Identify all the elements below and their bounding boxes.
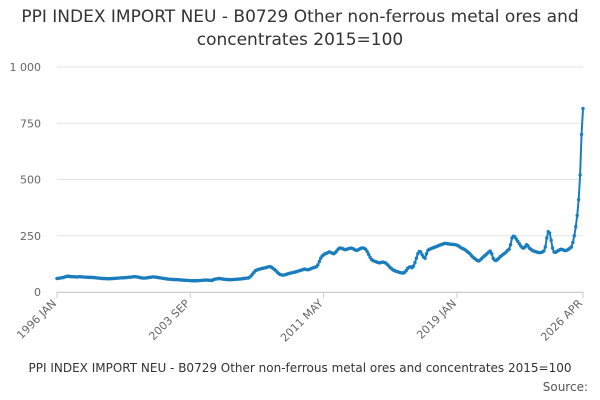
point [488,249,492,253]
point [507,247,511,251]
y-tick-label: 250 [20,230,41,243]
point [365,249,369,254]
point [413,261,417,265]
point [424,252,429,256]
point [547,231,552,235]
point [414,256,419,260]
y-tick-label: 1 000 [10,61,42,74]
point [545,236,549,240]
point [411,264,416,268]
point [549,238,553,242]
y-tick-label: 750 [20,117,41,130]
chart-title: PPI INDEX IMPORT NEU - B0729 Other non-f… [21,7,579,50]
point [579,132,584,137]
point [581,106,585,111]
x-tick-label: 2011 MAY [278,297,326,345]
x-tick-label: 2026 APR [538,297,585,344]
point [423,256,427,260]
point [490,252,494,256]
point [543,245,548,249]
point [366,252,371,256]
point [317,259,321,264]
source: Source: [543,380,588,394]
point [316,263,320,267]
y-tick-label: 500 [20,174,41,187]
point [508,243,513,247]
x-tick-label: 2003 SEP [146,297,192,343]
point [578,173,582,177]
point [576,198,581,202]
caption: PPI INDEX IMPORT NEU - B0729 Other non-f… [29,361,572,375]
point [542,249,546,253]
point [569,245,574,249]
point [572,234,577,238]
point [574,225,578,229]
x-tick-label: 2019 JAN [414,297,459,342]
point [575,213,579,218]
point [419,250,423,254]
point [550,246,555,250]
point [571,240,575,245]
y-tick-label: 0 [34,286,41,299]
x-tick-label: 1996 JAN [14,297,59,342]
